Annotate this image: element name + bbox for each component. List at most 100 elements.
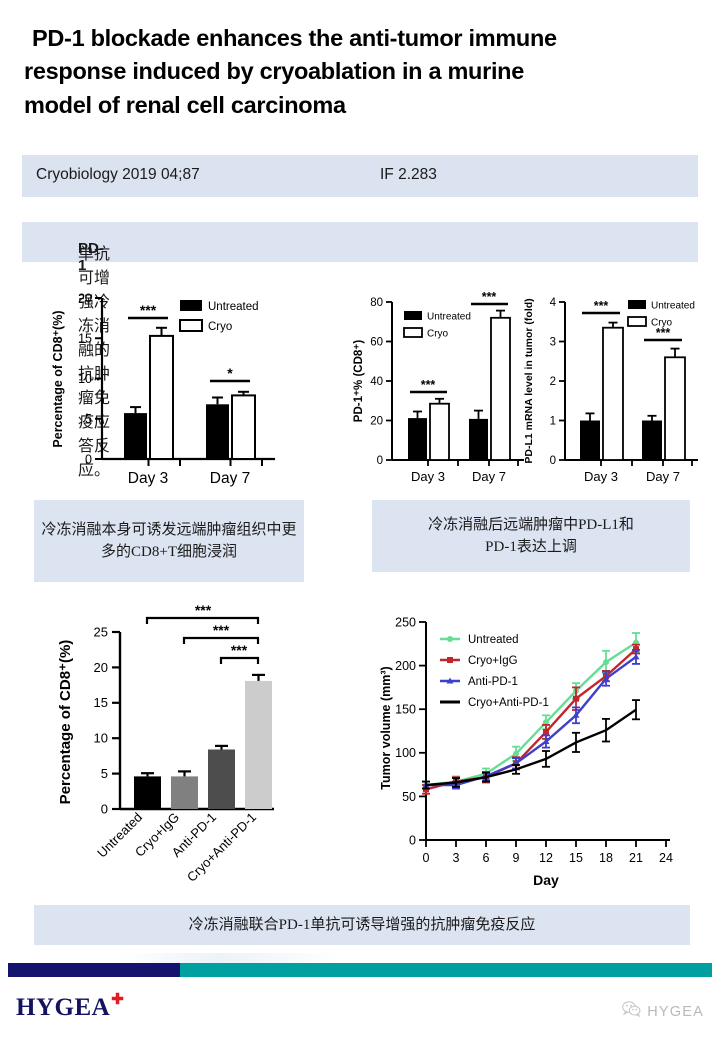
svg-text:Untreated: Untreated [468, 634, 519, 646]
svg-text:9: 9 [513, 851, 520, 865]
caption-figure-b: 冷冻消融后远端肿瘤中PD-L1和 PD-1表达上调 [372, 500, 690, 572]
svg-text:20: 20 [78, 292, 92, 306]
svg-text:15: 15 [78, 332, 92, 346]
caption-a-text: 冷冻消融本身可诱发远端肿瘤组织中更多的CD8+T细胞浸润 [41, 521, 297, 561]
svg-text:1: 1 [550, 416, 556, 428]
svg-text:12: 12 [539, 851, 553, 865]
legend-pdl1-mrna: Untreated Cryo [627, 300, 695, 329]
svg-text:Untreated: Untreated [651, 301, 695, 312]
caption-b-line2: PD-1表达上调 [485, 539, 577, 555]
svg-text:***: *** [140, 302, 157, 318]
svg-text:Day 7: Day 7 [210, 470, 251, 487]
svg-text:***: *** [231, 642, 248, 658]
legend-tumor-volume: Untreated Cryo+IgG Anti-PD-1 Cryo+Anti-P… [440, 634, 549, 709]
svg-text:40: 40 [370, 376, 383, 388]
chart-cd8-day37-svg: 0 5 10 15 20 Percentage of CD8⁺(%) [51, 292, 275, 487]
title-line-1: PD-1 blockade enhances the anti-tumor im… [32, 25, 557, 51]
svg-text:21: 21 [629, 851, 643, 865]
wechat-icon [622, 1001, 641, 1022]
svg-text:Day 3: Day 3 [128, 470, 169, 487]
svg-text:10: 10 [94, 731, 108, 746]
legend-pd1-positive: Untreated Cryo [403, 311, 471, 340]
medical-cross-icon: ✚ [111, 991, 125, 1008]
svg-text:250: 250 [395, 616, 416, 630]
svg-text:0: 0 [409, 834, 416, 848]
svg-text:Cryo: Cryo [651, 318, 673, 329]
legend-cd8-day37: Untreated Cryo [179, 300, 259, 333]
svg-text:Anti-PD-1: Anti-PD-1 [468, 676, 518, 688]
svg-text:3: 3 [453, 851, 460, 865]
svg-text:18: 18 [599, 851, 613, 865]
svg-text:Cryo+IgG: Cryo+IgG [468, 655, 518, 667]
svg-text:*: * [227, 365, 233, 381]
svg-text:5: 5 [101, 766, 108, 781]
svg-text:0: 0 [101, 802, 108, 817]
svg-text:6: 6 [483, 851, 490, 865]
svg-text:0: 0 [377, 455, 383, 467]
svg-text:Day 7: Day 7 [472, 469, 506, 484]
svg-text:50: 50 [402, 790, 416, 804]
svg-text:3: 3 [550, 337, 556, 349]
footer-bar-navy [8, 963, 180, 977]
title-line-3: model of renal cell carcinoma [24, 91, 346, 118]
svg-text:Day 3: Day 3 [411, 469, 445, 484]
caption-figure-c: 冷冻消融联合PD-1单抗可诱导增强的抗肿瘤免疫反应 [34, 905, 690, 945]
svg-text:***: *** [213, 622, 230, 638]
svg-text:Cryo: Cryo [208, 321, 232, 333]
svg-text:Cryo+Anti-PD-1: Cryo+Anti-PD-1 [468, 697, 549, 709]
figure-cd8-treatments: 0 5 10 15 20 25 Percentage of CD8⁺(%) [42, 602, 342, 897]
svg-text:0: 0 [550, 455, 556, 467]
chart-cd8-treatments-svg: 0 5 10 15 20 25 Percentage of CD8⁺(%) [57, 602, 274, 885]
svg-text:100: 100 [395, 746, 416, 760]
caption-figure-a: 冷冻消融本身可诱发远端肿瘤组织中更多的CD8+T细胞浸润 [34, 500, 304, 582]
svg-text:Day 3: Day 3 [584, 469, 618, 484]
svg-text:***: *** [421, 378, 436, 392]
brand-logo-text: HYGEA [16, 994, 111, 1021]
wechat-account: HYGEA [622, 1001, 704, 1022]
svg-text:200: 200 [395, 659, 416, 673]
svg-text:15: 15 [94, 695, 108, 710]
svg-text:Percentage of CD8⁺(%): Percentage of CD8⁺(%) [51, 310, 65, 447]
brand-logo: HYGEA✚ [16, 991, 125, 1022]
caption-c-text: 冷冻消融联合PD-1单抗可诱导增强的抗肿瘤免疫反应 [188, 916, 536, 933]
svg-text:4: 4 [550, 297, 557, 309]
svg-text:Day: Day [533, 872, 559, 888]
svg-text:Tumor volume (mm³): Tumor volume (mm³) [379, 666, 393, 789]
svg-text:20: 20 [94, 660, 108, 675]
svg-text:10: 10 [78, 372, 92, 386]
title-line-2: response induced by cryoablation in a mu… [24, 58, 525, 85]
svg-text:25: 25 [94, 625, 108, 640]
wechat-label: HYGEA [647, 1003, 704, 1020]
svg-text:Percentage of CD8⁺(%): Percentage of CD8⁺(%) [57, 640, 74, 805]
svg-text:Untreated: Untreated [208, 301, 259, 313]
svg-text:PD-L1 mRNA level in tumor (fol: PD-L1 mRNA level in tumor (fold) [523, 298, 535, 463]
svg-text:Cryo: Cryo [427, 329, 449, 340]
figure-pdl1-mrna: 0 1 2 3 4 PD-L1 mRNA level in tumor (fol… [520, 288, 705, 488]
svg-text:***: *** [594, 299, 609, 313]
svg-text:Untreated: Untreated [427, 312, 471, 323]
svg-text:***: *** [195, 602, 212, 618]
svg-text:80: 80 [370, 297, 383, 309]
caption-b-text: 冷冻消融后远端肿瘤中PD-L1和 PD-1表达上调 [428, 514, 634, 559]
journal-name: Cryobiology 2019 04;87 [36, 166, 200, 183]
summary-band: PD-1 单抗可增强冷冻消融的抗肿瘤免疫应答反应。 [22, 222, 698, 479]
figure-pd1-positive: 0 20 40 60 80 PD-1⁺% (CD8⁺) *** ** [352, 288, 532, 488]
figure-tumor-volume: 0 50 100 150 200 250 Tumor volume (mm³) [378, 608, 698, 898]
svg-text:20: 20 [370, 416, 383, 428]
svg-text:60: 60 [370, 337, 383, 349]
svg-text:24: 24 [659, 851, 673, 865]
svg-text:0: 0 [85, 453, 92, 467]
figure-cd8-day37: 0 5 10 15 20 Percentage of CD8⁺(%) [40, 286, 305, 491]
chart-tumor-volume-svg: 0 50 100 150 200 250 Tumor volume (mm³) [379, 616, 673, 889]
summary-prefix: PD-1 [78, 240, 104, 274]
footer-bar-teal [180, 963, 712, 977]
svg-text:Cryo+Anti-PD-1: Cryo+Anti-PD-1 [184, 810, 259, 885]
svg-text:Day 7: Day 7 [646, 469, 680, 484]
svg-text:15: 15 [569, 851, 583, 865]
svg-text:2: 2 [550, 376, 556, 388]
chart-pd1-positive-svg: 0 20 40 60 80 PD-1⁺% (CD8⁺) *** ** [353, 290, 524, 484]
journal-info-band: Cryobiology 2019 04;87 IF 2.283 [22, 155, 698, 197]
svg-text:5: 5 [85, 412, 92, 426]
svg-text:150: 150 [395, 703, 416, 717]
